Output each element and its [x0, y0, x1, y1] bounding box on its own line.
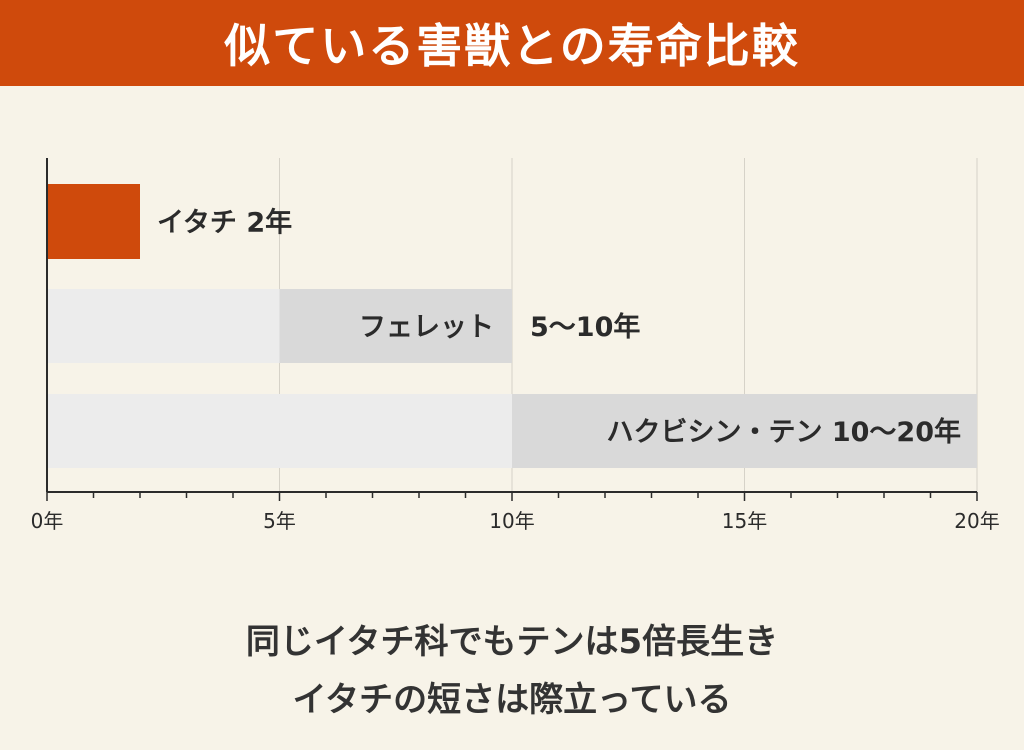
- x-tick-label: 10年: [489, 509, 534, 533]
- page-title: 似ている害獣との寿命比較: [224, 19, 800, 73]
- x-tick-label: 15年: [722, 509, 767, 533]
- bar-hakubishin-base: [47, 394, 512, 468]
- bar-hakubishin-range: [512, 394, 977, 468]
- caption-line-1: 同じイタチ科でもテンは5倍長生き: [245, 622, 779, 662]
- bar-label-hakubishin: ハクビシン・テン 10〜20年: [606, 416, 961, 448]
- x-tick-label: 5年: [263, 509, 296, 533]
- bar-ferret-base: [47, 289, 280, 363]
- bar-itachi: [47, 184, 140, 259]
- caption-line-2: イタチの短さは際立っている: [292, 680, 732, 720]
- x-tick-label: 20年: [954, 509, 999, 533]
- bar-ferret-range: [279, 289, 512, 363]
- title-bar: 似ている害獣との寿命比較: [0, 0, 1024, 86]
- bar-value-ferret: 5〜10年: [530, 311, 640, 343]
- bar-label-ferret: フェレット: [359, 312, 494, 343]
- bar-label-itachi: イタチ 2年: [157, 207, 292, 239]
- x-tick-label: 0年: [31, 509, 64, 533]
